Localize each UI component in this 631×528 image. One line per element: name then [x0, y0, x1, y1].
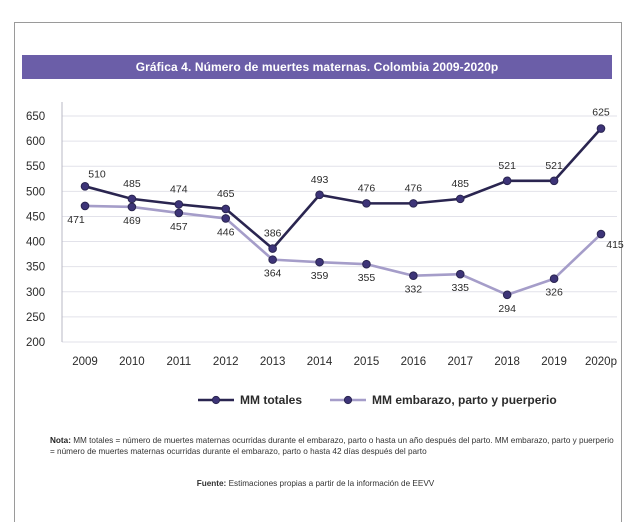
x-tick-label-2016: 2016: [401, 356, 427, 368]
series-1-point-2020p: [596, 229, 606, 239]
x-tick-label-2019: 2019: [541, 356, 567, 368]
series-1-label-2016: 332: [405, 284, 423, 296]
note-label: Nota:: [50, 436, 71, 445]
series-1-label-2013: 364: [264, 268, 282, 280]
legend-swatch-light: [330, 395, 366, 405]
y-tick-label-650: 650: [26, 111, 45, 123]
chart-legend: MM totales MM embarazo, parto y puerperi…: [0, 393, 631, 413]
x-tick-label-2012: 2012: [213, 356, 239, 368]
series-1-point-2014: [315, 257, 324, 267]
series-0-point-2019: [549, 176, 559, 186]
x-tick-label-2018: 2018: [494, 356, 520, 368]
series-0-label-2018: 521: [498, 160, 516, 172]
legend-swatch-dark: [198, 395, 234, 405]
series-1-point-2016: [409, 271, 418, 281]
series-0-label-2017: 485: [452, 178, 470, 190]
series-0-label-2010: 485: [123, 178, 141, 190]
legend-label-mm-embarazo: MM embarazo, parto y puerperio: [372, 393, 557, 407]
x-tick-label-2011: 2011: [166, 356, 191, 368]
series-1-point-2009: [80, 201, 90, 211]
series-1-label-2014: 359: [311, 270, 329, 282]
chart-note: Nota: MM totales = número de muertes mat…: [50, 435, 615, 457]
series-0-label-2009: 510: [88, 168, 106, 180]
series-0-point-2016: [409, 199, 418, 208]
series-0-point-2011: [174, 200, 184, 209]
series-1-label-2019: 326: [545, 287, 563, 299]
series-1-point-2012: [221, 214, 231, 223]
line-chart: 200 250 300 350 400 450 500 550 600 650 2009 2010 20…: [26, 102, 624, 368]
series-1-point-2019: [549, 274, 559, 284]
series-0-point-2015: [362, 199, 371, 208]
series-line-1: [84, 204, 602, 297]
series-0-label-2013: 386: [264, 228, 282, 240]
series-line-0: [84, 127, 602, 250]
series-0-point-2020p: [596, 124, 606, 133]
series-0-point-2009: [80, 182, 90, 191]
series-0-point-2017: [455, 194, 465, 204]
x-tick-label-2013: 2013: [260, 356, 286, 368]
y-tick-label-300: 300: [26, 287, 45, 299]
series-1-label-2015: 355: [358, 272, 376, 284]
y-tick-label-600: 600: [26, 136, 45, 148]
x-tick-label-2020p: 2020p: [585, 356, 617, 368]
y-tick-label-550: 550: [26, 161, 45, 173]
x-tick-label-2009: 2009: [72, 356, 98, 368]
x-tick-label-2014: 2014: [307, 356, 333, 368]
y-tick-label-450: 450: [26, 211, 45, 223]
series-0-label-2016: 476: [405, 182, 423, 194]
source-text: Estimaciones propias a partir de la info…: [226, 479, 435, 488]
legend-item-mm-totales: MM totales: [198, 393, 302, 407]
series-1-point-2011: [174, 208, 184, 218]
series-1-label-2009: 471: [67, 214, 85, 226]
series-0-label-2011: 474: [170, 183, 188, 195]
series-0-label-2014: 493: [311, 174, 329, 186]
series-0-label-2015: 476: [358, 182, 376, 194]
series-0-point-2013: [268, 244, 277, 253]
series-0-point-2010: [127, 194, 137, 204]
series-1-label-2010: 469: [123, 215, 141, 227]
y-tick-label-350: 350: [26, 262, 45, 274]
x-tick-label-2010: 2010: [119, 356, 145, 368]
chart-source: Fuente: Estimaciones propias a partir de…: [0, 479, 631, 488]
series-1-label-2011: 457: [170, 221, 188, 233]
y-tick-label-400: 400: [26, 237, 45, 249]
y-tick-label-200: 200: [26, 337, 45, 349]
legend-label-mm-totales: MM totales: [240, 393, 303, 407]
series-1-label-2017: 335: [452, 282, 470, 294]
series-1-point-2010: [127, 202, 137, 212]
chart-card-border: [14, 22, 622, 522]
series-0-label-2019: 521: [545, 160, 563, 172]
series-0-label-2012: 465: [217, 188, 235, 200]
series-1-label-2012: 446: [217, 226, 235, 238]
series-1-point-2018: [502, 290, 512, 300]
series-0-point-2012: [221, 204, 231, 214]
x-tick-label-2017: 2017: [447, 356, 473, 368]
y-tick-label-250: 250: [26, 312, 45, 324]
chart-title: Gráfica 4. Número de muertes maternas. C…: [22, 55, 612, 79]
series-0-point-2018: [502, 176, 512, 186]
series-1-label-2018: 294: [498, 303, 516, 315]
series-1-label-2020p: 415: [606, 239, 624, 251]
series-1-point-2017: [455, 269, 465, 279]
series-1-point-2013: [268, 255, 277, 264]
x-tick-label-2015: 2015: [354, 356, 380, 368]
source-label: Fuente:: [196, 479, 227, 488]
y-tick-label-500: 500: [26, 186, 45, 198]
legend-item-mm-embarazo: MM embarazo, parto y puerperio: [330, 393, 557, 407]
series-0-label-2020p: 625: [592, 107, 610, 119]
series-0-point-2014: [315, 190, 324, 200]
series-1-point-2015: [362, 259, 371, 269]
note-text: MM totales = número de muertes maternas …: [50, 436, 614, 456]
